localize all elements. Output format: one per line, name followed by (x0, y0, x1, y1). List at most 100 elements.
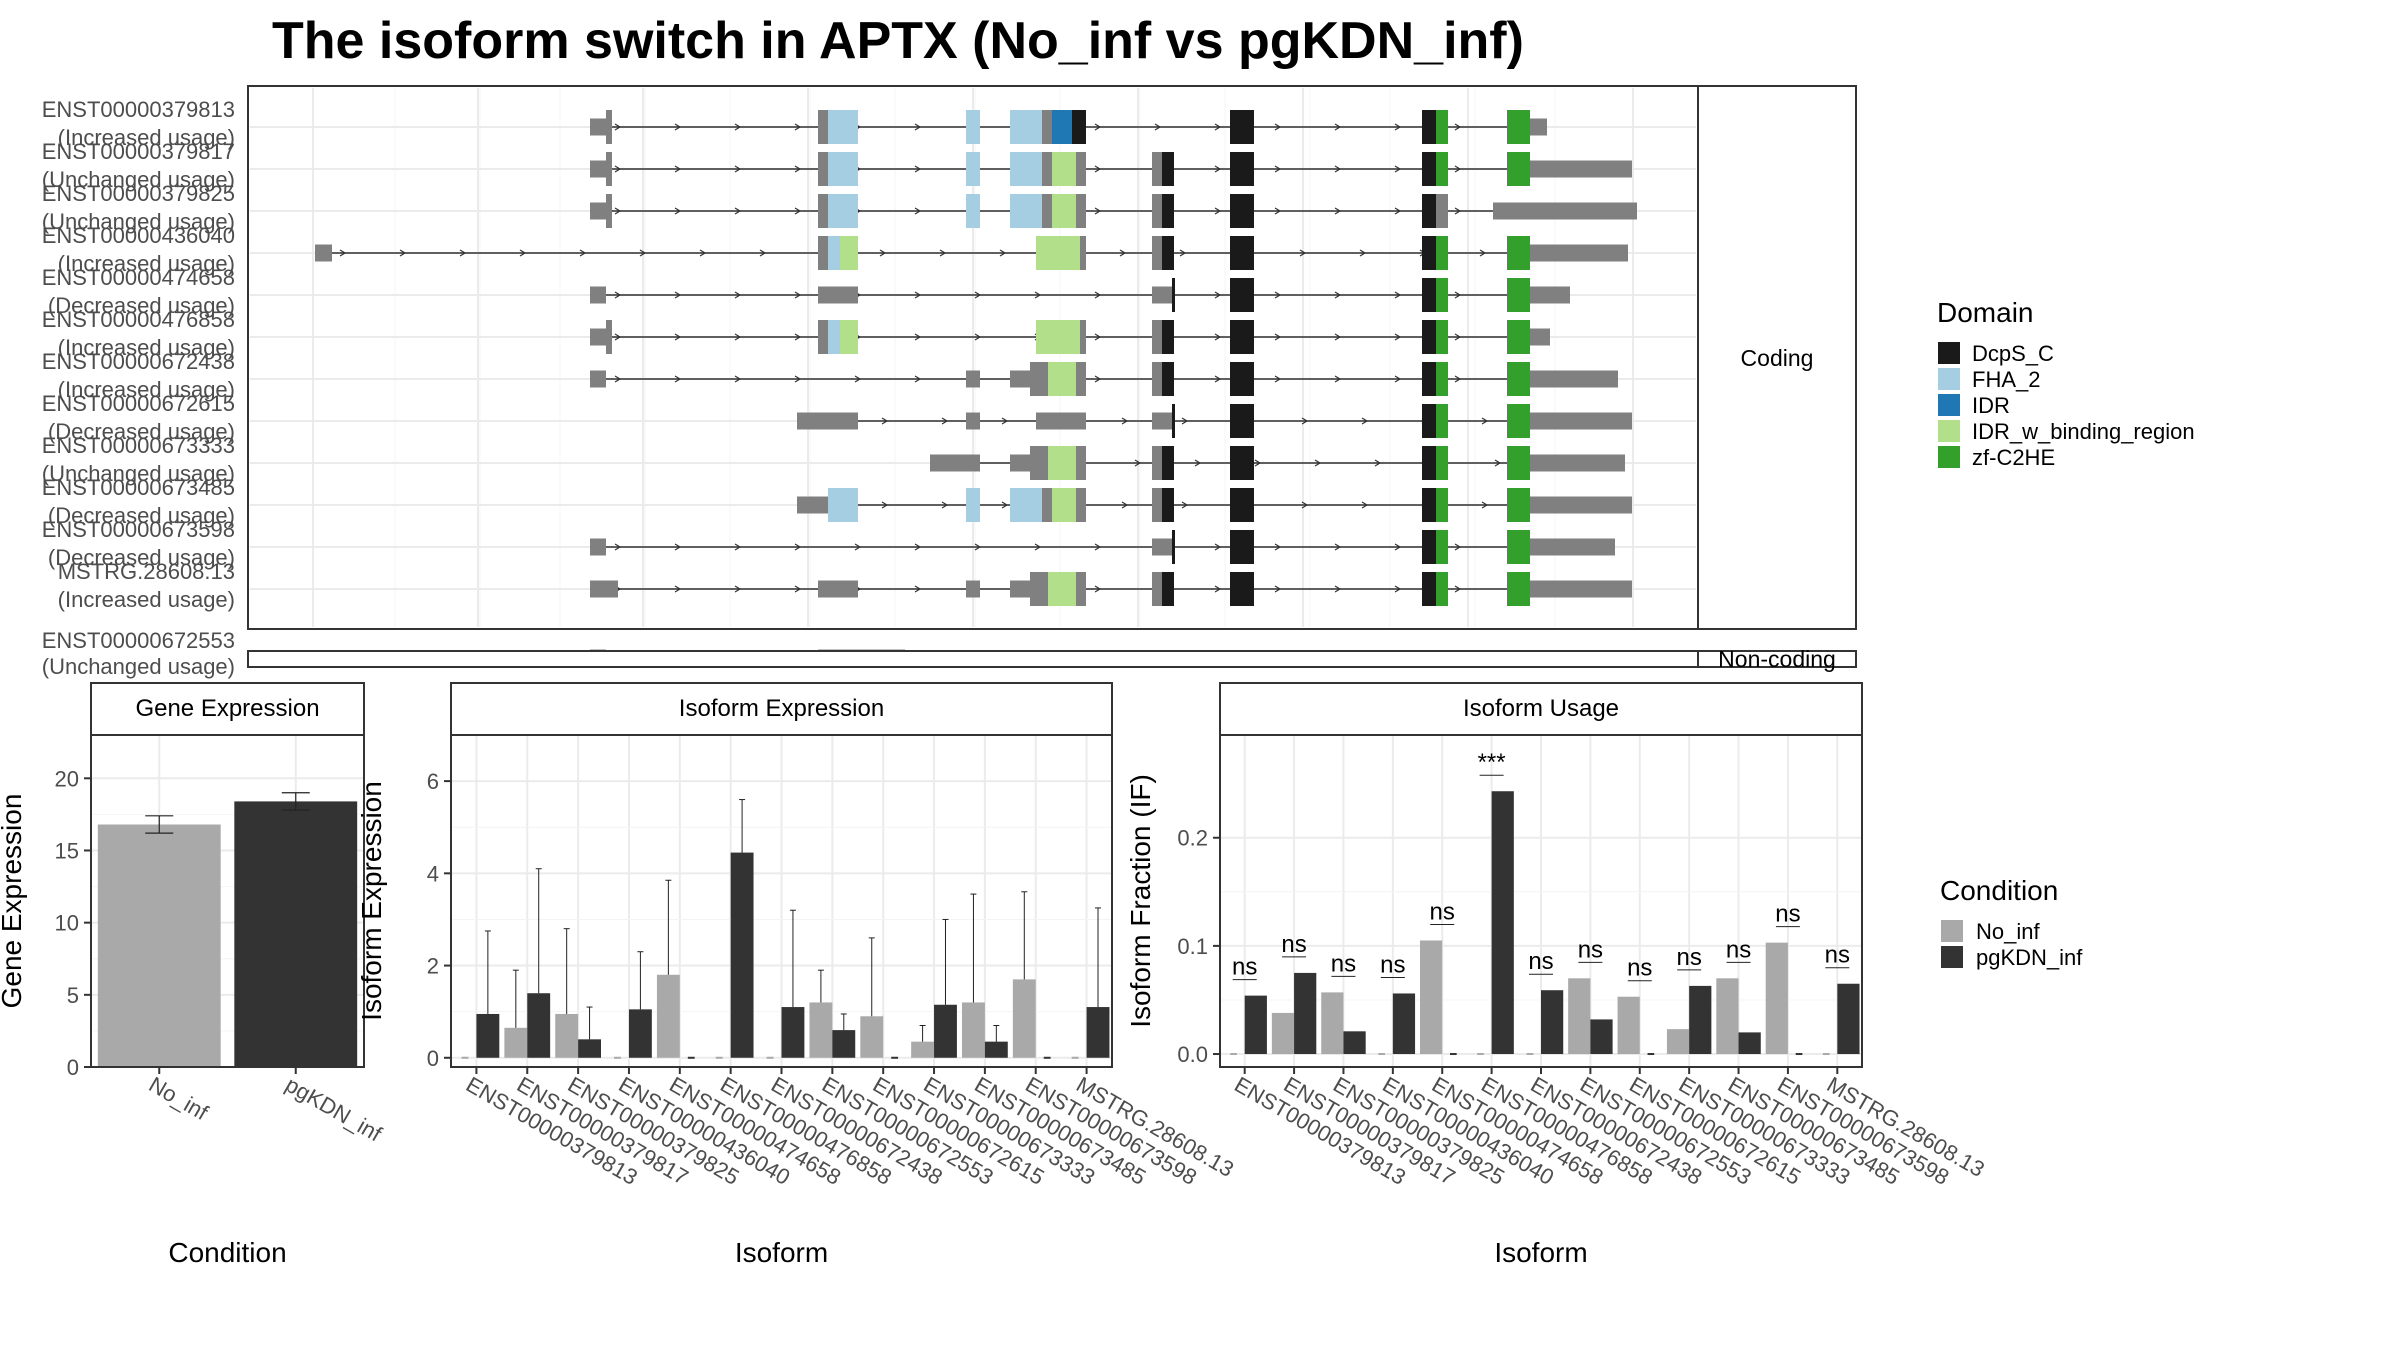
transcript-usage-label: (Decreased usage) (48, 503, 235, 528)
intron-arrow (1214, 291, 1222, 299)
intron-arrow (759, 249, 767, 257)
intron-arrow (1034, 543, 1042, 551)
exon-coding-block (1048, 572, 1076, 606)
intron-arrow (1001, 417, 1009, 425)
bar-No_inf-ENST00000379817 (1271, 1012, 1295, 1055)
exon-coding-block (1230, 152, 1254, 186)
exon-coding-block (1030, 362, 1048, 396)
exon-utr-block (966, 412, 980, 430)
intron-arrow (854, 543, 862, 551)
exon-coding-block (1422, 572, 1436, 606)
bar-pgKDN_inf (234, 801, 358, 1067)
bar-No_inf-ENST00000672615 (1617, 996, 1640, 1055)
exon-coding-block (1152, 446, 1162, 480)
exon-utr-block (1530, 370, 1618, 388)
bar-pgKDN_inf-ENST00000476858 (1491, 791, 1514, 1055)
intron-arrow (794, 291, 802, 299)
intron-arrow (519, 249, 527, 257)
intron-arrow (674, 543, 682, 551)
bar-pgKDN_inf-ENST00000379825 (1343, 1031, 1366, 1055)
transcript-id-label: ENST00000476858 (42, 307, 235, 332)
intron-arrow (1274, 585, 1282, 593)
gene-expression-panel: Gene Expression 0 5 10 15 20 Gene Expression No… (0, 682, 387, 1268)
intron-arrow (614, 291, 622, 299)
significance-label: ns (1775, 901, 1800, 928)
exon-coding-block (1436, 194, 1448, 228)
exon-coding-block (966, 110, 980, 144)
exon-coding-block (966, 152, 980, 186)
intron-arrow (1001, 501, 1009, 509)
panel-border (90, 734, 365, 1068)
intron-arrow (941, 501, 949, 509)
exon-utr-block (590, 328, 606, 346)
bar-No_inf-ENST00000673333 (1666, 1029, 1690, 1055)
exon-coding-block (1507, 152, 1530, 186)
transcript-usage-label: (Unchanged usage) (42, 209, 235, 234)
exon-utr-block (590, 202, 606, 220)
intron-arrow (1194, 459, 1202, 467)
intron-arrow (1394, 123, 1402, 131)
intron-arrow (1454, 165, 1462, 173)
transcript-track-ENST00000476858 (590, 320, 1550, 354)
exon-coding-block (1162, 572, 1174, 606)
exon-coding-block (1507, 572, 1530, 606)
exon-coding-block (1422, 194, 1436, 228)
exon-coding-block (1010, 110, 1042, 144)
exon-coding-block (606, 194, 612, 228)
exon-coding-block (1436, 572, 1448, 606)
intron-arrow (914, 207, 922, 215)
intron-arrow (914, 585, 922, 593)
domain-legend-title: Domain (1937, 297, 2033, 328)
exon-coding-block (1422, 488, 1436, 522)
bar-pgKDN_inf-MSTRG.28608.13 (1086, 1007, 1110, 1058)
exon-utr-block (315, 244, 332, 262)
exon-coding-block (1030, 572, 1048, 606)
exon-coding-block (1507, 320, 1530, 354)
exon-utr-block (1152, 538, 1172, 556)
bar-pgKDN_inf-MSTRG.28608.13 (1837, 983, 1860, 1055)
intron-arrow (639, 249, 647, 257)
y-tick-label: 4 (427, 861, 439, 886)
exon-utr-block (1530, 538, 1615, 556)
exon-coding-block (1172, 278, 1175, 312)
intron-arrow (1334, 165, 1342, 173)
bar-pgKDN_inf-ENST00000672438 (1541, 990, 1564, 1055)
exon-coding-block (1162, 320, 1174, 354)
exon-coding-block (1436, 404, 1448, 438)
intron-arrow (794, 585, 802, 593)
intron-arrow (1034, 291, 1042, 299)
y-tick-label: 0 (67, 1055, 79, 1080)
transcript-usage-label: (Increased usage) (58, 587, 235, 612)
exon-coding-block (1422, 278, 1436, 312)
exon-coding-block (1507, 446, 1530, 480)
intron-arrow (734, 333, 742, 341)
panel-title: Isoform Expression (679, 695, 884, 722)
exon-utr-block (1530, 496, 1632, 514)
transcript-id-label: ENST00000673333 (42, 433, 235, 458)
transcript-id-label: ENST00000436040 (42, 223, 235, 248)
exon-coding-block (1507, 530, 1530, 564)
intron-arrow (794, 543, 802, 551)
bar-No_inf-ENST00000673485 (962, 1002, 985, 1058)
exon-coding-block (1162, 446, 1174, 480)
exon-utr-block (590, 160, 606, 178)
exon-coding-block (1507, 488, 1530, 522)
significance-label: ns (1528, 948, 1553, 975)
legend-swatch-zf-C2HE (1938, 446, 1960, 468)
transcript-usage-label: (Increased usage) (58, 251, 235, 276)
domain-legend: Domain DcpS_CFHA_2IDRIDR_w_binding_regio… (1937, 297, 2195, 470)
exon-utr-block (1530, 412, 1632, 430)
intron-arrow (794, 207, 802, 215)
significance-label: ns (1676, 944, 1701, 971)
exon-coding-block (1422, 110, 1436, 144)
transcript-structure-panel: Coding Non-coding ENST00000379813 (Increa… (42, 85, 1857, 679)
bar-No_inf (97, 824, 221, 1067)
legend-swatch-pgKDN_inf (1941, 946, 1963, 968)
transcript-usage-label: (Unchanged usage) (42, 654, 235, 679)
intron-arrow (914, 543, 922, 551)
exon-coding-block (1162, 362, 1174, 396)
exon-utr-block (818, 286, 858, 304)
transcript-id-label: ENST00000672438 (42, 349, 235, 374)
exon-coding-block (1052, 488, 1076, 522)
transcript-track-ENST00000673333 (930, 446, 1625, 480)
